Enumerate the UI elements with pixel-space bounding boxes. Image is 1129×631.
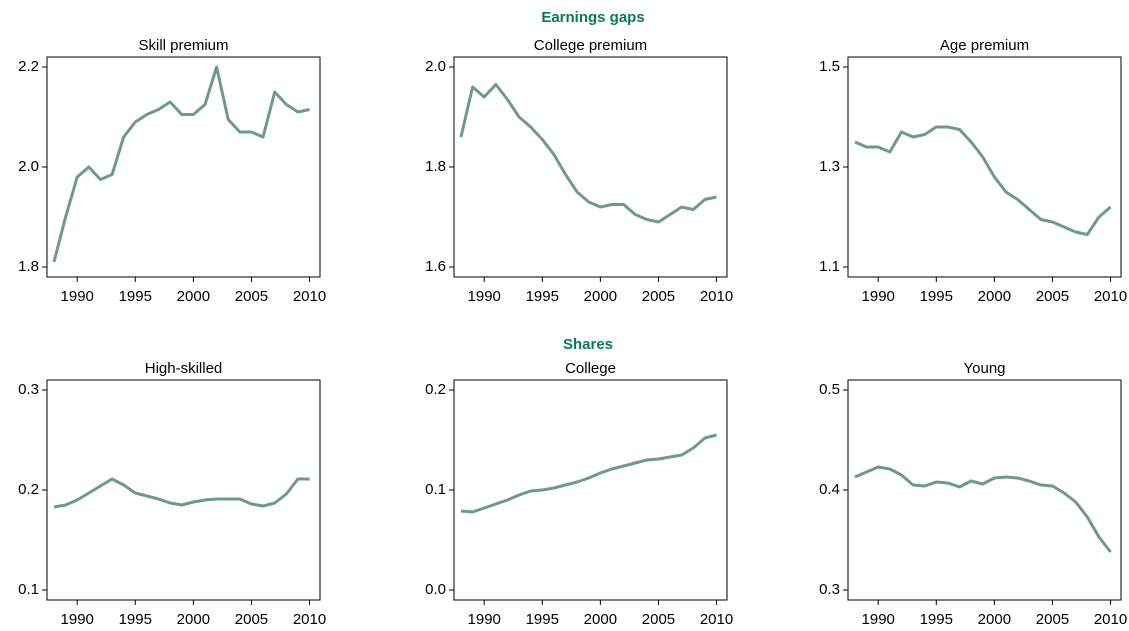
plot-frame [453, 379, 728, 601]
x-tick-label: 2000 [584, 288, 617, 305]
data-line [460, 433, 717, 514]
x-tick-label: 1995 [119, 288, 152, 305]
x-tick-label: 1990 [61, 611, 94, 628]
y-tick-label: 1.1 [819, 258, 840, 275]
y-tick-label: 0.2 [18, 481, 39, 498]
panel-title: High-skilled [145, 360, 223, 377]
data-line [854, 465, 1112, 553]
y-tick-label: 1.8 [425, 158, 446, 175]
y-tick-label: 1.3 [819, 158, 840, 175]
y-tick-label: 0.3 [18, 381, 39, 398]
x-tick-label: 1990 [862, 288, 895, 305]
panel-title: College premium [534, 37, 647, 54]
x-tick-label: 2005 [642, 611, 675, 628]
x-tick-label: 2005 [642, 288, 675, 305]
x-tick-label: 2000 [978, 611, 1011, 628]
x-tick-label: 2010 [293, 288, 326, 305]
x-tick-label: 2000 [177, 611, 210, 628]
y-tick-label: 0.5 [819, 381, 840, 398]
y-tick-label: 0.1 [18, 581, 39, 598]
x-tick-label: 2010 [1094, 611, 1127, 628]
panel-title: Skill premium [138, 37, 228, 54]
y-tick-label: 2.0 [18, 158, 39, 175]
plot-frame [847, 56, 1122, 278]
y-tick-label: 0.1 [425, 481, 446, 498]
plot-frame [847, 379, 1122, 601]
data-line [459, 83, 717, 224]
panel-title: Young [964, 360, 1006, 377]
x-tick-label: 2000 [584, 611, 617, 628]
x-tick-label: 1990 [468, 288, 501, 305]
x-tick-label: 2005 [1036, 611, 1069, 628]
section-heading: Shares [563, 336, 613, 353]
x-tick-label: 1995 [526, 611, 559, 628]
x-tick-label: 2005 [235, 611, 268, 628]
x-tick-label: 2000 [177, 288, 210, 305]
x-tick-label: 1995 [920, 611, 953, 628]
panel-title: College [565, 360, 616, 377]
y-tick-label: 0.4 [819, 481, 840, 498]
data-line [854, 125, 1112, 236]
x-tick-label: 1990 [862, 611, 895, 628]
data-line [53, 477, 310, 509]
x-tick-label: 2010 [1094, 288, 1127, 305]
y-tick-label: 0.0 [425, 581, 446, 598]
x-tick-label: 1995 [920, 288, 953, 305]
y-tick-label: 0.2 [425, 381, 446, 398]
y-tick-label: 1.6 [425, 258, 446, 275]
x-tick-label: 2010 [700, 611, 733, 628]
x-tick-label: 1990 [468, 611, 501, 628]
plot-frame [46, 379, 321, 601]
panel-title: Age premium [940, 37, 1029, 54]
x-tick-label: 2010 [700, 288, 733, 305]
y-tick-label: 1.5 [819, 58, 840, 75]
x-tick-label: 1995 [119, 611, 152, 628]
y-tick-label: 0.3 [819, 581, 840, 598]
y-tick-label: 2.0 [425, 58, 446, 75]
x-tick-label: 2005 [235, 288, 268, 305]
x-tick-label: 1990 [61, 288, 94, 305]
y-tick-label: 2.2 [18, 58, 39, 75]
data-line [52, 65, 310, 263]
y-tick-label: 1.8 [18, 258, 39, 275]
x-tick-label: 1995 [526, 288, 559, 305]
x-tick-label: 2010 [293, 611, 326, 628]
section-heading: Earnings gaps [541, 9, 644, 26]
plot-frame [453, 56, 728, 278]
x-tick-label: 2005 [1036, 288, 1069, 305]
x-tick-label: 2000 [978, 288, 1011, 305]
